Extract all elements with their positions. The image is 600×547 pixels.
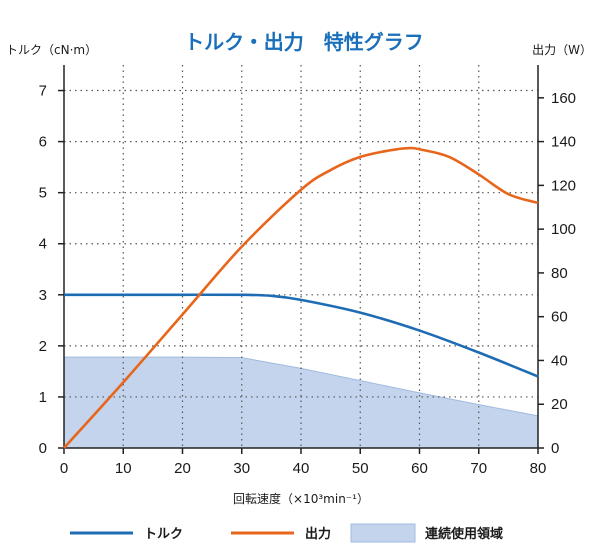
y-left-tick-label: 2: [39, 338, 47, 355]
x-tick-label: 0: [60, 460, 68, 477]
y-right-tick-label: 20: [551, 396, 568, 413]
legend-label-continuous-region: 連続使用領域: [425, 526, 503, 542]
y-right-tick-label: 100: [551, 221, 576, 238]
y-left-tick-label: 0: [39, 440, 47, 457]
x-tick-label: 30: [233, 460, 250, 477]
y-left-tick-label: 7: [39, 83, 47, 100]
x-tick-label: 60: [411, 460, 428, 477]
y-right-axis-label: 出力（W）: [532, 43, 592, 57]
y-right-tick-label: 40: [551, 352, 568, 369]
y-right-tick-label: 140: [551, 134, 576, 151]
legend-swatch-continuous-region: [350, 523, 416, 543]
x-axis-label: 回転速度（×10³min⁻¹）: [233, 491, 369, 506]
y-right-tick-label: 0: [551, 440, 559, 457]
y-left-tick-label: 3: [39, 287, 47, 304]
legend: トルク 出力 連続使用領域: [70, 523, 503, 543]
x-tick-label: 20: [174, 460, 191, 477]
y-right-tick-label: 60: [551, 309, 568, 326]
torque-line: [63, 293, 539, 378]
x-tick-label: 80: [530, 460, 547, 477]
x-tick-label: 10: [115, 460, 132, 477]
y-right-tick-label: 160: [551, 90, 576, 107]
y-left-tick-label: 4: [39, 236, 47, 253]
y-left-tick-label: 5: [39, 185, 47, 202]
x-tick-label: 40: [293, 460, 310, 477]
y-left-tick-label: 1: [39, 389, 47, 406]
y-right-tick-label: 80: [551, 265, 568, 282]
legend-label-torque: トルク: [144, 527, 183, 542]
legend-label-output: 出力: [305, 526, 331, 542]
y-left-tick-label: 6: [39, 134, 47, 151]
chart-title: トルク・出力 特性グラフ: [184, 30, 424, 54]
output-line: [63, 146, 539, 449]
x-tick-label: 70: [470, 460, 487, 477]
y-right-tick-label: 120: [551, 177, 576, 194]
y-left-axis-label: トルク（cN·m）: [6, 43, 97, 57]
x-tick-label: 50: [352, 460, 369, 477]
